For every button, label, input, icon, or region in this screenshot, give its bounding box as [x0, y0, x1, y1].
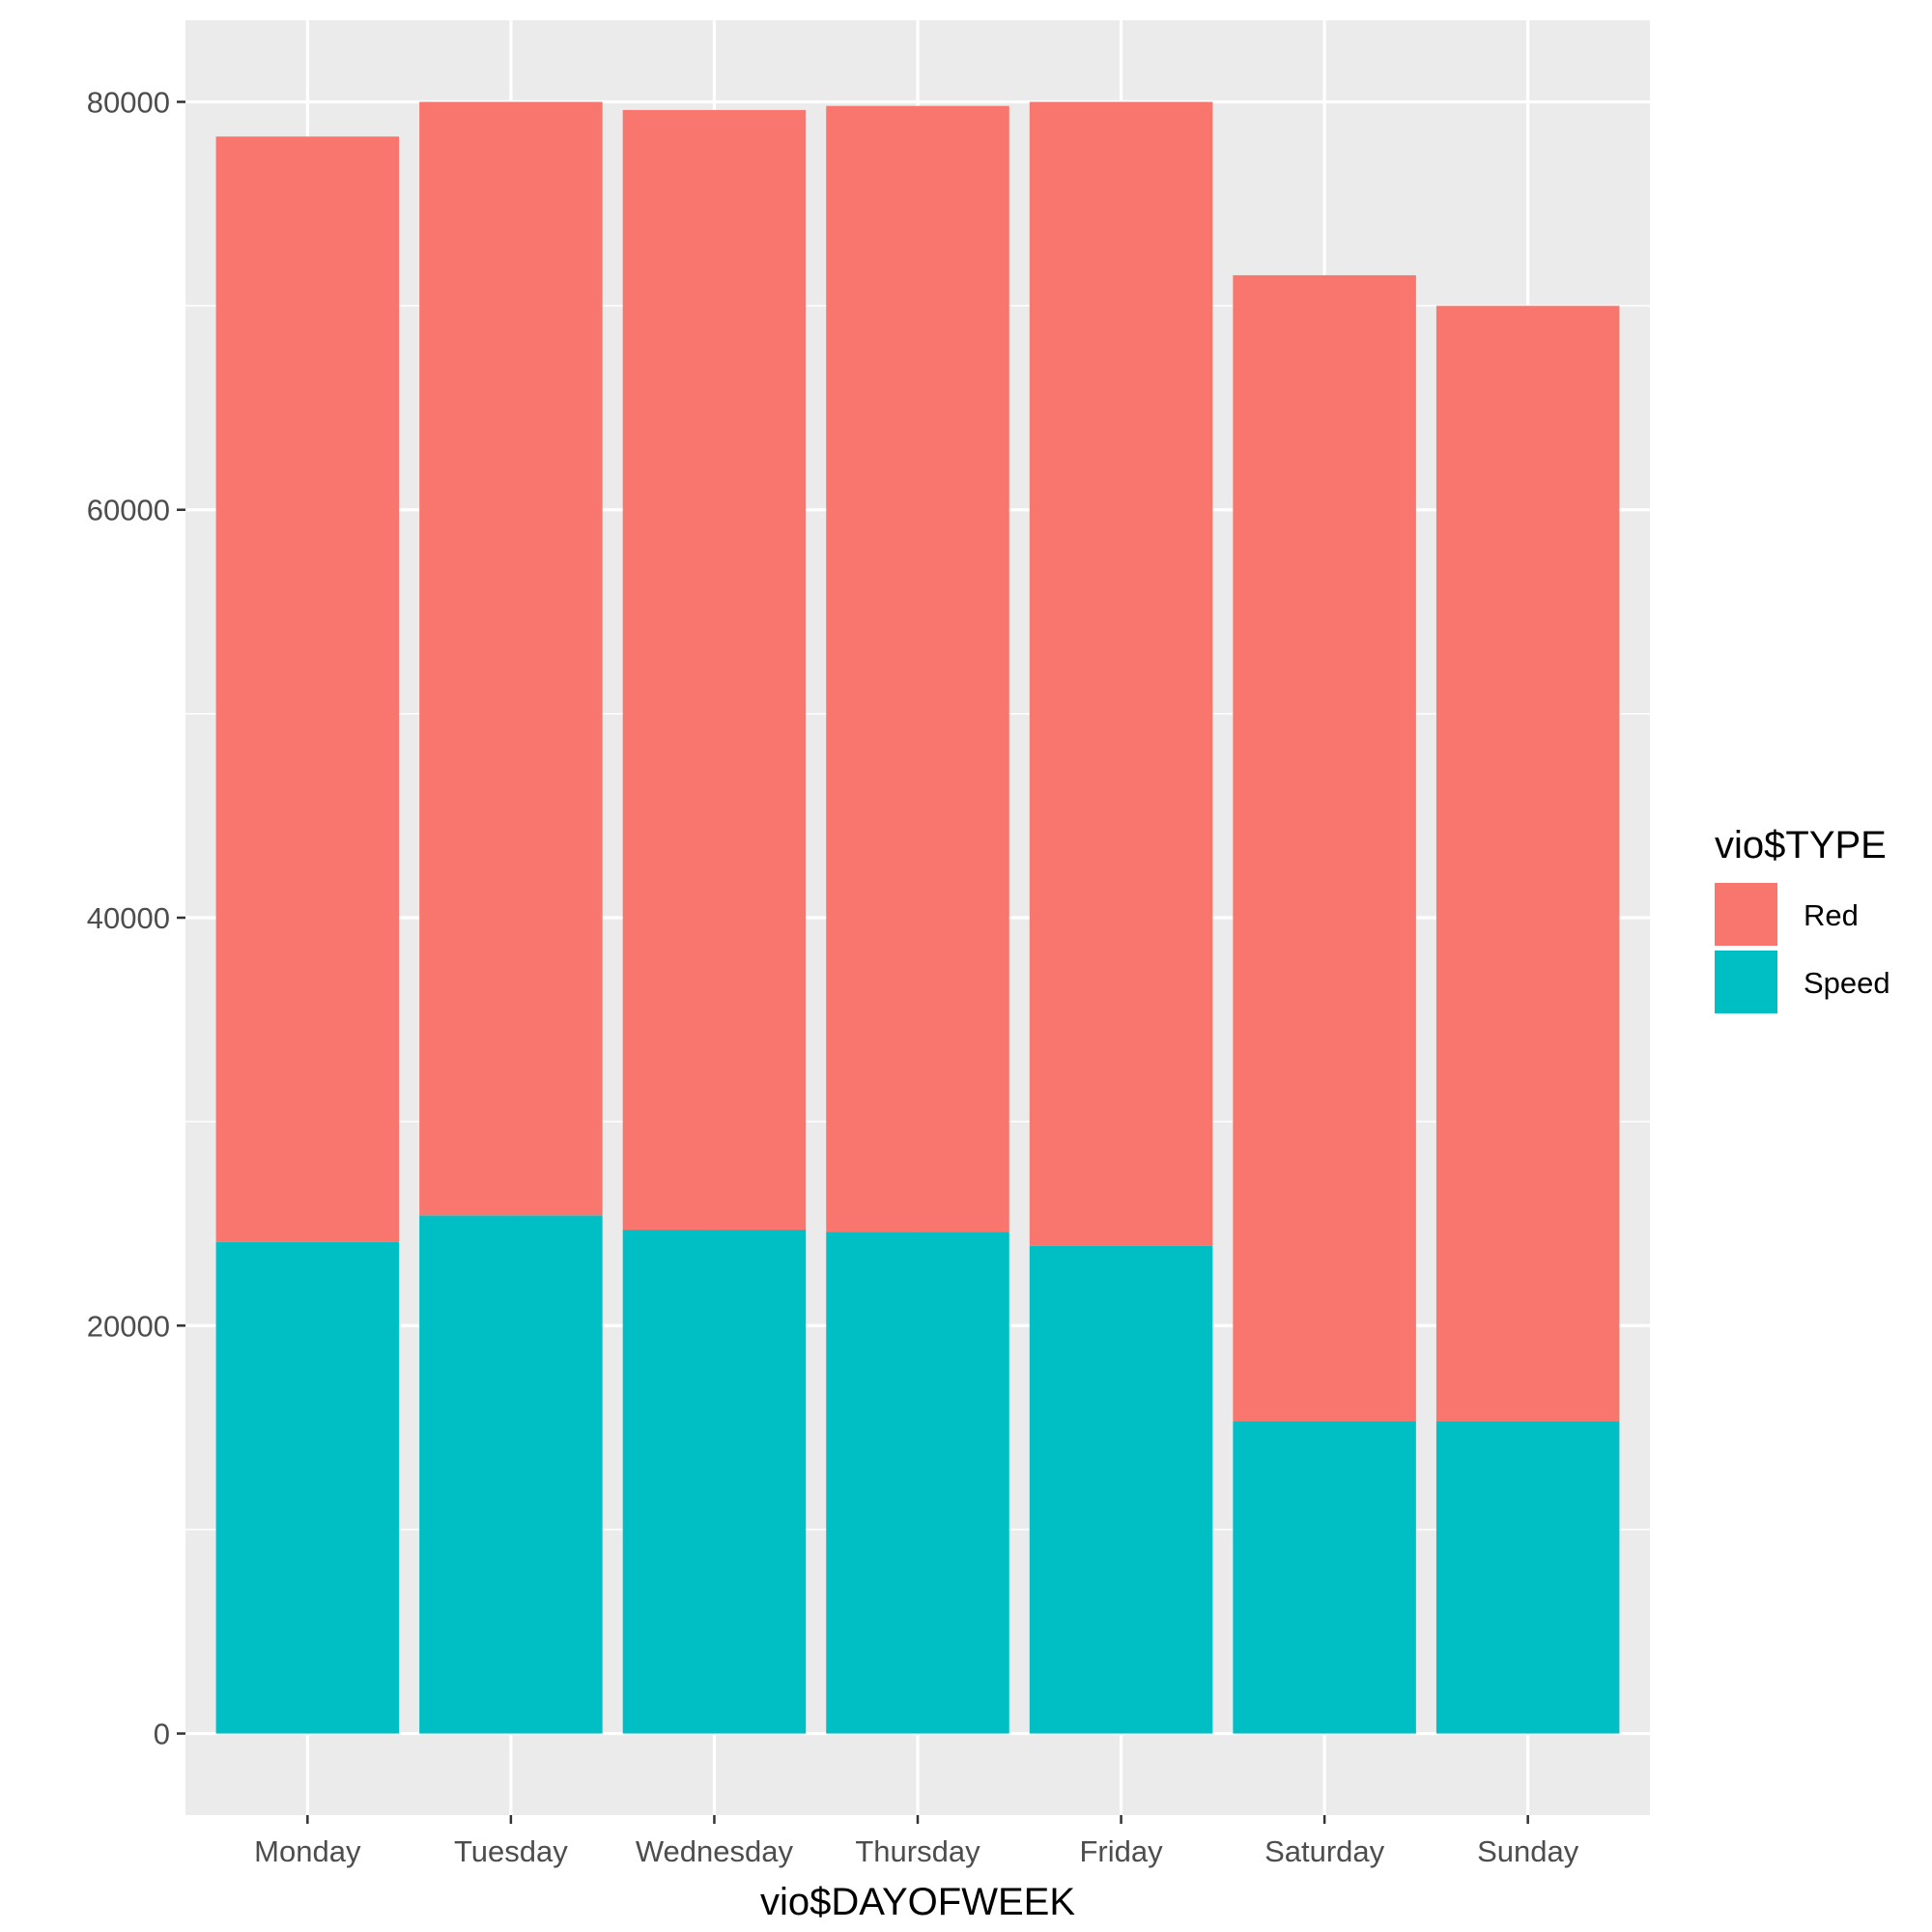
- bar-speed-friday: [1029, 1245, 1213, 1734]
- legend-label-red: Red: [1804, 898, 1859, 932]
- legend-key-speed: [1715, 951, 1777, 1013]
- legend-key-red: [1715, 883, 1777, 946]
- x-axis: Monday Tuesday Wednesday Thursday Friday Satu…: [254, 1815, 1579, 1868]
- bar-red-monday: [215, 136, 400, 1242]
- y-tick-label: 20000: [87, 1309, 170, 1343]
- y-tick-label: 60000: [87, 494, 170, 527]
- bar-red-thursday: [826, 105, 1009, 1233]
- bar-speed-tuesday: [419, 1215, 603, 1734]
- legend-label-speed: Speed: [1804, 966, 1890, 1000]
- x-axis-title: vio$DAYOFWEEK: [760, 1881, 1075, 1923]
- y-axis: 0 20000 40000 60000 80000: [87, 85, 185, 1751]
- x-tick-label: Friday: [1079, 1834, 1163, 1868]
- bar-red-tuesday: [419, 101, 603, 1216]
- bar-red-wednesday: [622, 109, 807, 1231]
- x-tick-label: Saturday: [1264, 1834, 1385, 1868]
- legend-title: vio$TYPE: [1715, 824, 1887, 867]
- x-tick-label: Thursday: [855, 1834, 980, 1868]
- bar-speed-monday: [215, 1241, 400, 1734]
- bar-speed-saturday: [1233, 1421, 1416, 1734]
- x-tick-label: Tuesday: [454, 1834, 568, 1868]
- x-tick-label: Sunday: [1477, 1834, 1579, 1868]
- y-tick-label: 40000: [87, 901, 170, 935]
- bar-speed-sunday: [1435, 1421, 1620, 1734]
- y-tick-label: 0: [154, 1718, 170, 1751]
- x-tick-label: Monday: [254, 1834, 361, 1868]
- legend: vio$TYPE Red Speed: [1715, 824, 1890, 1013]
- bar-red-sunday: [1435, 305, 1620, 1422]
- bar-speed-wednesday: [622, 1230, 807, 1734]
- bar-speed-thursday: [826, 1232, 1009, 1734]
- bar-red-saturday: [1233, 274, 1416, 1422]
- bars: [215, 101, 1620, 1734]
- bar-red-friday: [1029, 101, 1213, 1246]
- x-tick-label: Wednesday: [636, 1834, 794, 1868]
- y-tick-label: 80000: [87, 85, 170, 119]
